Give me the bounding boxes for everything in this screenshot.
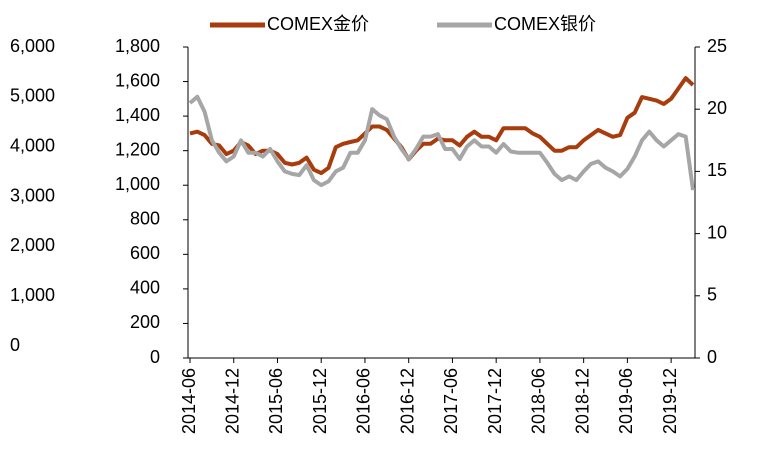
x-tick-label: 2019-06 <box>616 368 636 434</box>
y-tick-label: 1,000 <box>115 174 160 194</box>
y-tick-label: 400 <box>130 278 160 298</box>
x-tick-label: 2014-12 <box>222 368 242 434</box>
y3-tick-label: 0 <box>10 335 20 355</box>
y2-tick-label: 10 <box>707 222 727 242</box>
x-tick-label: 2019-12 <box>660 368 680 434</box>
y2-tick-label: 5 <box>707 285 717 305</box>
y-tick-label: 1,200 <box>115 139 160 159</box>
y3-tick-label: 5,000 <box>10 86 55 106</box>
y3-tick-label: 4,000 <box>10 135 55 155</box>
x-tick-label: 2018-12 <box>572 368 592 434</box>
y-tick-label: 800 <box>130 209 160 229</box>
y3-tick-label: 1,000 <box>10 285 55 305</box>
y-tick-label: 0 <box>150 347 160 367</box>
legend-label: COMEX银价 <box>494 14 596 34</box>
series-line <box>188 94 695 191</box>
y-tick-label: 1,400 <box>115 105 160 125</box>
y-tick-label: 600 <box>130 243 160 263</box>
y3-tick-label: 6,000 <box>10 36 55 56</box>
y-tick-label: 200 <box>130 312 160 332</box>
x-tick-label: 2014-06 <box>179 368 199 434</box>
x-tick-label: 2018-06 <box>529 368 549 434</box>
legend-label: COMEX金价 <box>267 14 369 34</box>
y-tick-label: 1,800 <box>115 36 160 56</box>
x-tick-label: 2015-06 <box>266 368 286 434</box>
y3-tick-label: 3,000 <box>10 185 55 205</box>
y-tick-label: 1,600 <box>115 70 160 90</box>
x-tick-label: 2015-12 <box>310 368 330 434</box>
y2-tick-label: 20 <box>707 98 727 118</box>
x-tick-label: 2017-06 <box>441 368 461 434</box>
x-tick-label: 2016-12 <box>397 368 417 434</box>
y2-tick-label: 0 <box>707 347 717 367</box>
x-tick-label: 2017-12 <box>485 368 505 434</box>
x-tick-label: 2016-06 <box>354 368 374 434</box>
y2-tick-label: 15 <box>707 160 727 180</box>
series-line <box>189 76 695 176</box>
y2-tick-label: 25 <box>707 36 727 56</box>
y3-tick-label: 2,000 <box>10 235 55 255</box>
